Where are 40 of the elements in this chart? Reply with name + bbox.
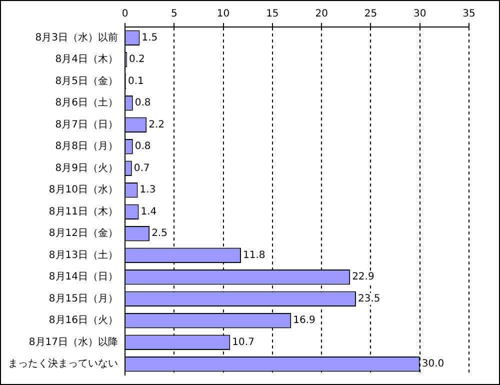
data-label: 23.5 (358, 293, 380, 304)
x-tick-label: 0 (122, 8, 128, 20)
y-tick-label: 8月15日（月） (48, 293, 118, 304)
x-tick-label: 20 (315, 8, 328, 20)
y-tick-label: 8月14日（日） (48, 272, 118, 283)
data-label: 0.8 (134, 141, 151, 152)
data-label: 22.9 (352, 272, 374, 283)
data-label: 2.5 (152, 228, 168, 240)
data-label: 0.1 (128, 76, 144, 87)
y-tick-label: まったく決まっていない (8, 358, 118, 370)
data-label: 10.7 (232, 336, 254, 348)
y-tick-label: 8月17日（水）以降 (28, 336, 118, 348)
y-tick-label: 8月7日（日） (55, 119, 118, 130)
data-label: 0.8 (134, 98, 151, 109)
x-tick-label: 10 (216, 8, 230, 20)
data-label: 0.2 (128, 54, 145, 66)
y-tick-label: 8月10日（水） (48, 184, 118, 196)
data-label: 11.8 (242, 250, 266, 261)
x-tick-label: 25 (364, 8, 378, 20)
x-tick-label: 35 (462, 8, 476, 20)
y-tick-label: 8月3日（水）以前 (35, 31, 118, 44)
x-tick-label: 30 (413, 8, 426, 20)
y-tick-label: 8月8日（月） (55, 141, 118, 152)
data-label: 1.4 (140, 206, 157, 218)
y-tick-label: 8月9日（火） (55, 162, 118, 174)
y-tick-label: 8月12日（金） (48, 227, 118, 240)
data-label: 0.7 (134, 162, 150, 174)
data-label: 16.9 (293, 315, 316, 326)
y-tick-label: 8月5日（金） (55, 74, 118, 87)
data-label: 1.5 (142, 32, 158, 44)
y-tick-label: 8月13日（土） (48, 248, 118, 261)
y-tick-label: 8月11日（木） (48, 205, 118, 218)
x-tick-label: 15 (266, 8, 279, 20)
y-tick-label: 8月16日（火） (48, 314, 118, 326)
y-tick-label: 8月6日（土） (55, 96, 118, 109)
x-tick-label: 5 (170, 8, 178, 20)
data-label: 30.0 (422, 358, 444, 370)
y-tick-label: 8月4日（木） (55, 53, 118, 66)
data-label: 2.2 (148, 119, 165, 130)
data-label: 1.3 (140, 184, 156, 196)
